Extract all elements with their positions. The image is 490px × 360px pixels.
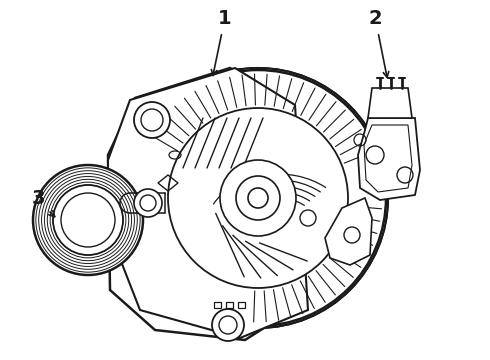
Text: 2: 2 — [368, 9, 382, 27]
FancyBboxPatch shape — [238, 302, 245, 308]
Circle shape — [212, 309, 244, 341]
Polygon shape — [108, 68, 300, 340]
Circle shape — [248, 188, 268, 208]
Polygon shape — [108, 68, 308, 338]
Circle shape — [33, 165, 143, 275]
Text: 1: 1 — [218, 9, 232, 27]
FancyBboxPatch shape — [214, 302, 221, 308]
Circle shape — [134, 189, 162, 217]
Circle shape — [168, 108, 348, 288]
Polygon shape — [325, 198, 372, 265]
Circle shape — [220, 160, 296, 236]
Circle shape — [134, 102, 170, 138]
FancyBboxPatch shape — [226, 302, 233, 308]
Circle shape — [128, 68, 388, 328]
Polygon shape — [368, 88, 412, 118]
Circle shape — [236, 176, 280, 220]
Polygon shape — [358, 118, 420, 200]
Circle shape — [128, 68, 388, 328]
Circle shape — [130, 70, 386, 326]
Text: 3: 3 — [31, 189, 45, 207]
Circle shape — [53, 185, 123, 255]
